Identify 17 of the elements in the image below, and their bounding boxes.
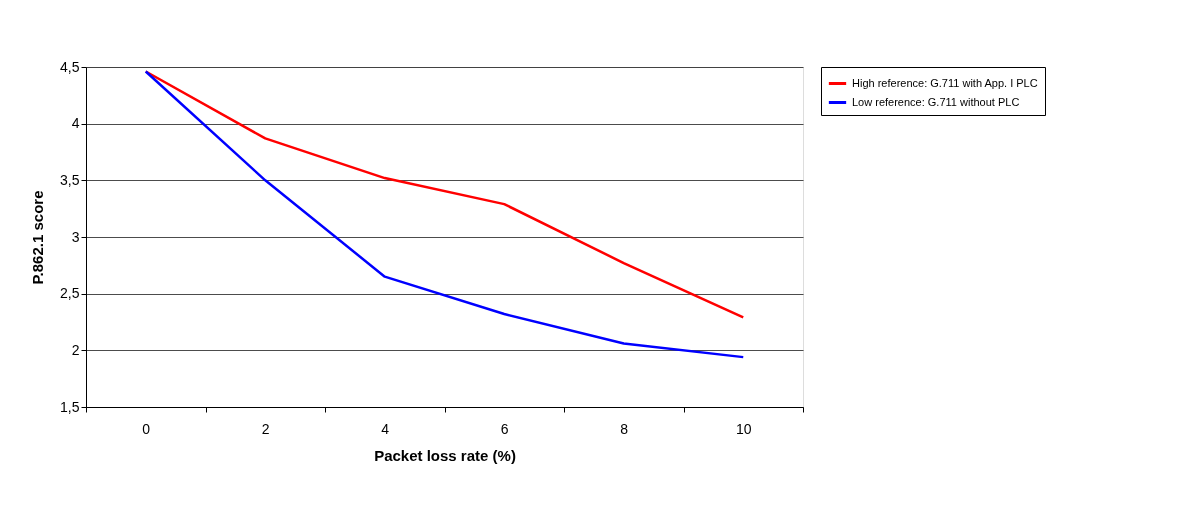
x-tick-label: 8 [620,420,629,437]
y-tick-label: 4,5 [60,58,80,75]
x-axis-title: Packet loss rate (%) [374,446,516,464]
y-tick-label: 3,5 [60,171,80,188]
x-tick-label: 6 [500,420,509,437]
y-tick-label: 2,5 [60,285,80,302]
y-tick-label: 4 [71,115,80,132]
x-tick-label: 2 [261,420,270,437]
legend-label: High reference: G.711 with App. I PLC [852,76,1038,89]
y-tick-label: 3 [71,228,80,245]
y-tick-label: 2 [71,341,80,358]
x-tick-label: 10 [735,420,752,437]
legend-label: Low reference: G.711 without PLC [852,95,1020,108]
y-tick-label: 1,5 [60,398,80,415]
x-tick-label: 4 [381,420,390,437]
x-tick-label: 0 [142,420,151,437]
y-axis-title: P.862.1 score [29,190,47,285]
